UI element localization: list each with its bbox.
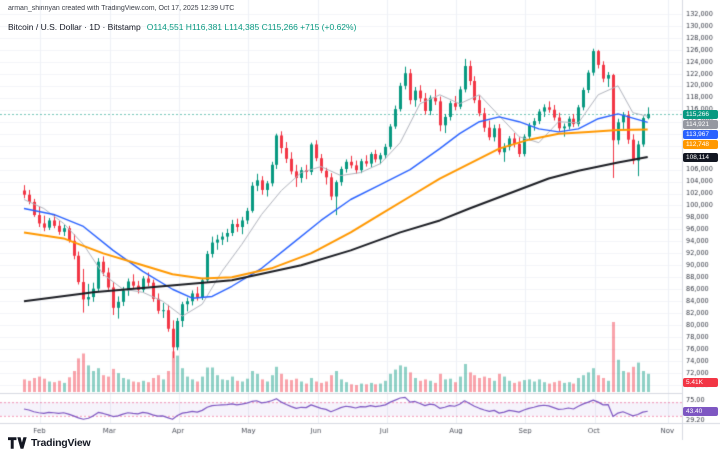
price-axis-badge: 108,114 (683, 153, 718, 162)
tradingview-logo-text: TradingView (31, 437, 91, 449)
tradingview-logo[interactable]: TradingView (8, 437, 91, 449)
symbol-title: Bitcoin / U.S. Dollar · 1D · Bitstamp (8, 22, 141, 32)
price-axis-badge: 115,266 (683, 110, 718, 119)
tradingview-logo-icon (8, 437, 27, 449)
rsi-axis-badge: 43.40 (683, 407, 718, 416)
ohlc-values: O114,551 H116,381 L114,385 C115,266 +715… (146, 22, 357, 32)
volume-axis-badge: 5.41K (683, 378, 718, 387)
price-axis-badge: 113,967 (683, 130, 718, 139)
price-axis-badge: 112,748 (683, 140, 718, 149)
price-axis-badge: 114,921 (683, 120, 718, 129)
attribution-text: arman_shirinyan created with TradingView… (8, 5, 235, 12)
chart-legend[interactable]: Bitcoin / U.S. Dollar · 1D · Bitstamp O11… (8, 22, 356, 32)
